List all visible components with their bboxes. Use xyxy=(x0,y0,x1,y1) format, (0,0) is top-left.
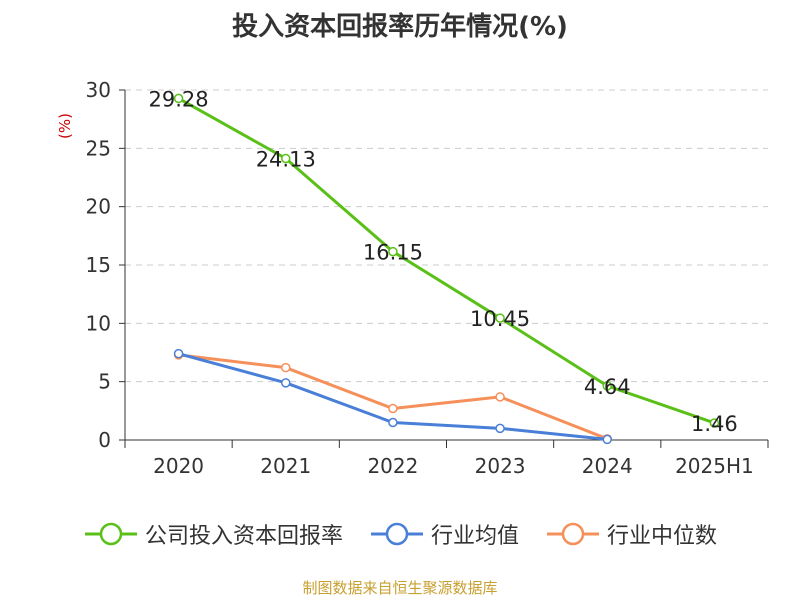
source-note: 制图数据来自恒生聚源数据库 xyxy=(302,579,498,597)
legend-label: 行业均值 xyxy=(430,524,519,549)
y-axis-label: (%) xyxy=(56,113,74,139)
legend-marker-icon xyxy=(370,522,423,546)
y-tick-label: 25 xyxy=(86,136,111,160)
data-point xyxy=(281,153,291,164)
y-tick-label: 20 xyxy=(86,195,111,219)
chart-title: 投入资本回报率历年情况(%) xyxy=(232,12,568,42)
legend-label: 行业中位数 xyxy=(607,524,718,549)
data-point xyxy=(709,418,720,428)
y-tick-label: 15 xyxy=(86,253,111,277)
data-label: 16.15 xyxy=(363,241,423,265)
x-tick-label: 2024 xyxy=(582,454,633,478)
data-label: 10.45 xyxy=(470,307,530,331)
y-tick-label: 0 xyxy=(98,428,111,452)
data-point xyxy=(388,417,398,428)
series-line xyxy=(177,97,715,425)
data-point xyxy=(495,423,505,434)
data-labels: 29.28 24.13 16.15 10.45 4.64 1.46 xyxy=(149,87,738,436)
data-label: 29.28 xyxy=(149,87,209,111)
data-point xyxy=(388,403,398,414)
y-tick-label: 5 xyxy=(98,370,111,394)
data-label: 1.46 xyxy=(691,412,738,436)
gridlines xyxy=(125,89,768,383)
x-tick-label: 2021 xyxy=(260,454,311,478)
x-tick-label: 2022 xyxy=(367,454,418,478)
legend-item: 行业均值 xyxy=(369,518,519,550)
legend: 公司投入资本回报率 行业均值 行业中位数 xyxy=(0,518,800,550)
data-point xyxy=(173,93,184,104)
legend-item: 行业中位数 xyxy=(545,518,717,550)
data-point xyxy=(281,362,291,373)
data-point xyxy=(602,434,612,445)
data-point xyxy=(173,348,184,359)
data-point xyxy=(281,378,291,388)
data-label: 4.64 xyxy=(584,375,631,399)
data-point xyxy=(495,313,505,323)
series-lines xyxy=(173,93,720,445)
data-point xyxy=(602,381,612,391)
legend-marker-icon xyxy=(547,522,599,546)
data-point xyxy=(388,246,398,257)
y-tick-label: 30 xyxy=(86,78,111,102)
data-label: 24.13 xyxy=(256,147,316,171)
y-tick-label: 10 xyxy=(86,311,111,335)
x-tick-label: 2020 xyxy=(153,454,204,478)
x-tick-label: 2023 xyxy=(475,454,526,478)
x-tick-label: 2025H1 xyxy=(675,454,754,478)
axes: 0 5 10 15 20 25 30 2020 2021 2022 2023 2024 2025H1 xyxy=(86,78,769,478)
data-point xyxy=(495,392,505,402)
legend-label: 公司投入资本回报率 xyxy=(144,524,343,549)
legend-item: 公司投入资本回报率 xyxy=(83,518,343,550)
legend-marker-icon xyxy=(84,522,137,546)
